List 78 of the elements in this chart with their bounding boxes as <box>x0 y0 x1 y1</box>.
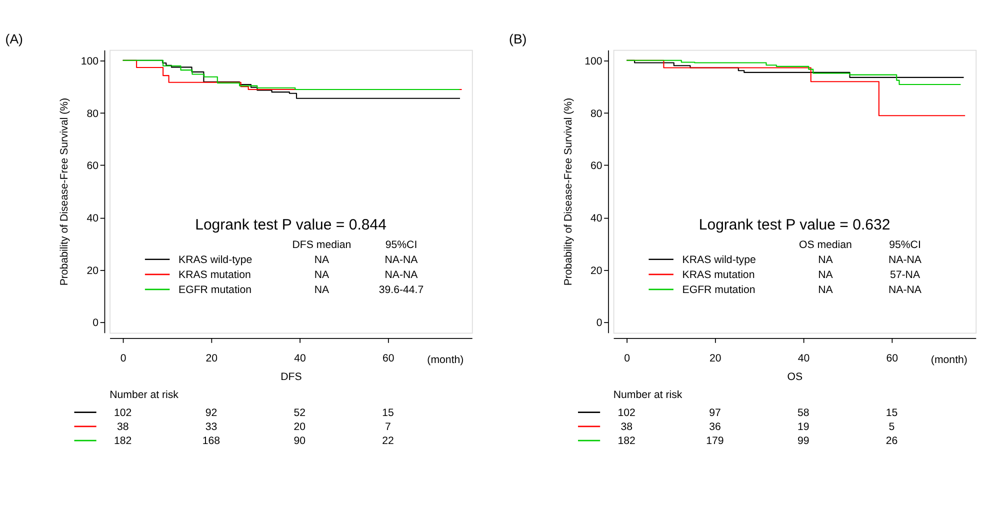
text: 168 <box>202 435 220 448</box>
annotation: NA <box>818 268 834 281</box>
y-tick-label: 0 <box>596 317 602 330</box>
annotation: NA <box>818 284 834 296</box>
text: 36 <box>709 420 721 433</box>
text: (month) <box>930 354 968 366</box>
text: 179 <box>706 435 724 448</box>
text: 26 <box>886 435 898 448</box>
legend-label: EGFR mutation <box>178 284 252 296</box>
x-tick-label: 0 <box>120 352 126 364</box>
y-tick-label: 100 <box>80 55 99 68</box>
text: 5 <box>888 420 895 433</box>
annotation: 95%CI <box>889 238 921 251</box>
text: 38 <box>116 420 129 433</box>
annotation: NA <box>314 254 330 266</box>
legend-label: KRAS wild-type <box>682 254 756 266</box>
y-tick-label: 80 <box>86 108 99 120</box>
y-tick-label: 40 <box>86 212 99 224</box>
x-axis-title: DFS <box>280 371 302 384</box>
text: 92 <box>205 406 218 419</box>
text: 15 <box>886 406 898 419</box>
text: 22 <box>382 435 394 448</box>
text: 90 <box>294 435 306 448</box>
x-tick-label: 40 <box>294 352 306 364</box>
text: 97 <box>709 406 721 419</box>
text: 58 <box>797 406 810 419</box>
annotation: 57-NA <box>890 268 921 281</box>
text: 7 <box>385 420 392 433</box>
y-axis-title: Probability of Disease-Free Survival (%) <box>562 98 574 286</box>
x-tick-label: 40 <box>798 352 810 364</box>
x-tick-label: 20 <box>206 352 218 364</box>
chart-title: (A) <box>5 32 23 47</box>
text: 19 <box>797 420 810 433</box>
annotation: NA-NA <box>384 268 419 281</box>
y-axis-title: Probability of Disease-Free Survival (%) <box>58 98 71 286</box>
y-tick-label: 20 <box>590 264 602 277</box>
y-tick-label: 100 <box>584 55 602 68</box>
annotation: Logrank test P value = 0.632 <box>698 216 890 234</box>
y-tick-label: 80 <box>590 108 602 120</box>
y-tick-label: 20 <box>86 264 99 277</box>
y-tick-label: 60 <box>86 160 99 172</box>
x-tick-label: 60 <box>382 352 394 364</box>
text: 182 <box>618 435 636 448</box>
text: 33 <box>205 420 218 433</box>
x-tick-label: 0 <box>624 352 630 364</box>
text: 102 <box>114 406 132 419</box>
text: 15 <box>382 406 394 419</box>
y-tick-label: 60 <box>590 160 602 172</box>
chart-title: (B) <box>509 32 527 47</box>
annotation: NA <box>314 268 330 281</box>
legend-label: KRAS mutation <box>178 268 252 281</box>
text: 182 <box>114 435 132 448</box>
x-tick-label: 20 <box>710 352 722 364</box>
text: Number at risk <box>613 389 683 402</box>
annotation: OS median <box>798 238 852 251</box>
annotation: NA-NA <box>384 254 419 266</box>
annotation: NA-NA <box>888 284 922 296</box>
text: 52 <box>294 406 306 419</box>
y-tick-label: 40 <box>590 212 602 224</box>
annotation: Logrank test P value = 0.844 <box>195 216 386 234</box>
text: (month) <box>427 354 464 366</box>
text: Number at risk <box>110 389 180 402</box>
annotation: 39.6-44.7 <box>378 284 424 296</box>
annotation: NA-NA <box>888 254 922 266</box>
annotation: DFS median <box>292 238 352 251</box>
annotation: NA <box>314 284 330 296</box>
x-axis-title: OS <box>787 371 803 384</box>
legend-label: KRAS mutation <box>682 268 755 281</box>
text: 102 <box>618 406 636 419</box>
annotation: 95%CI <box>385 238 418 251</box>
y-tick-label: 0 <box>92 317 99 330</box>
text: 99 <box>797 435 810 448</box>
text: 20 <box>294 420 306 433</box>
x-tick-label: 60 <box>886 352 898 364</box>
annotation: NA <box>818 254 834 266</box>
text: 38 <box>620 420 633 433</box>
legend-label: EGFR mutation <box>682 284 756 296</box>
legend-label: KRAS wild-type <box>178 254 252 266</box>
